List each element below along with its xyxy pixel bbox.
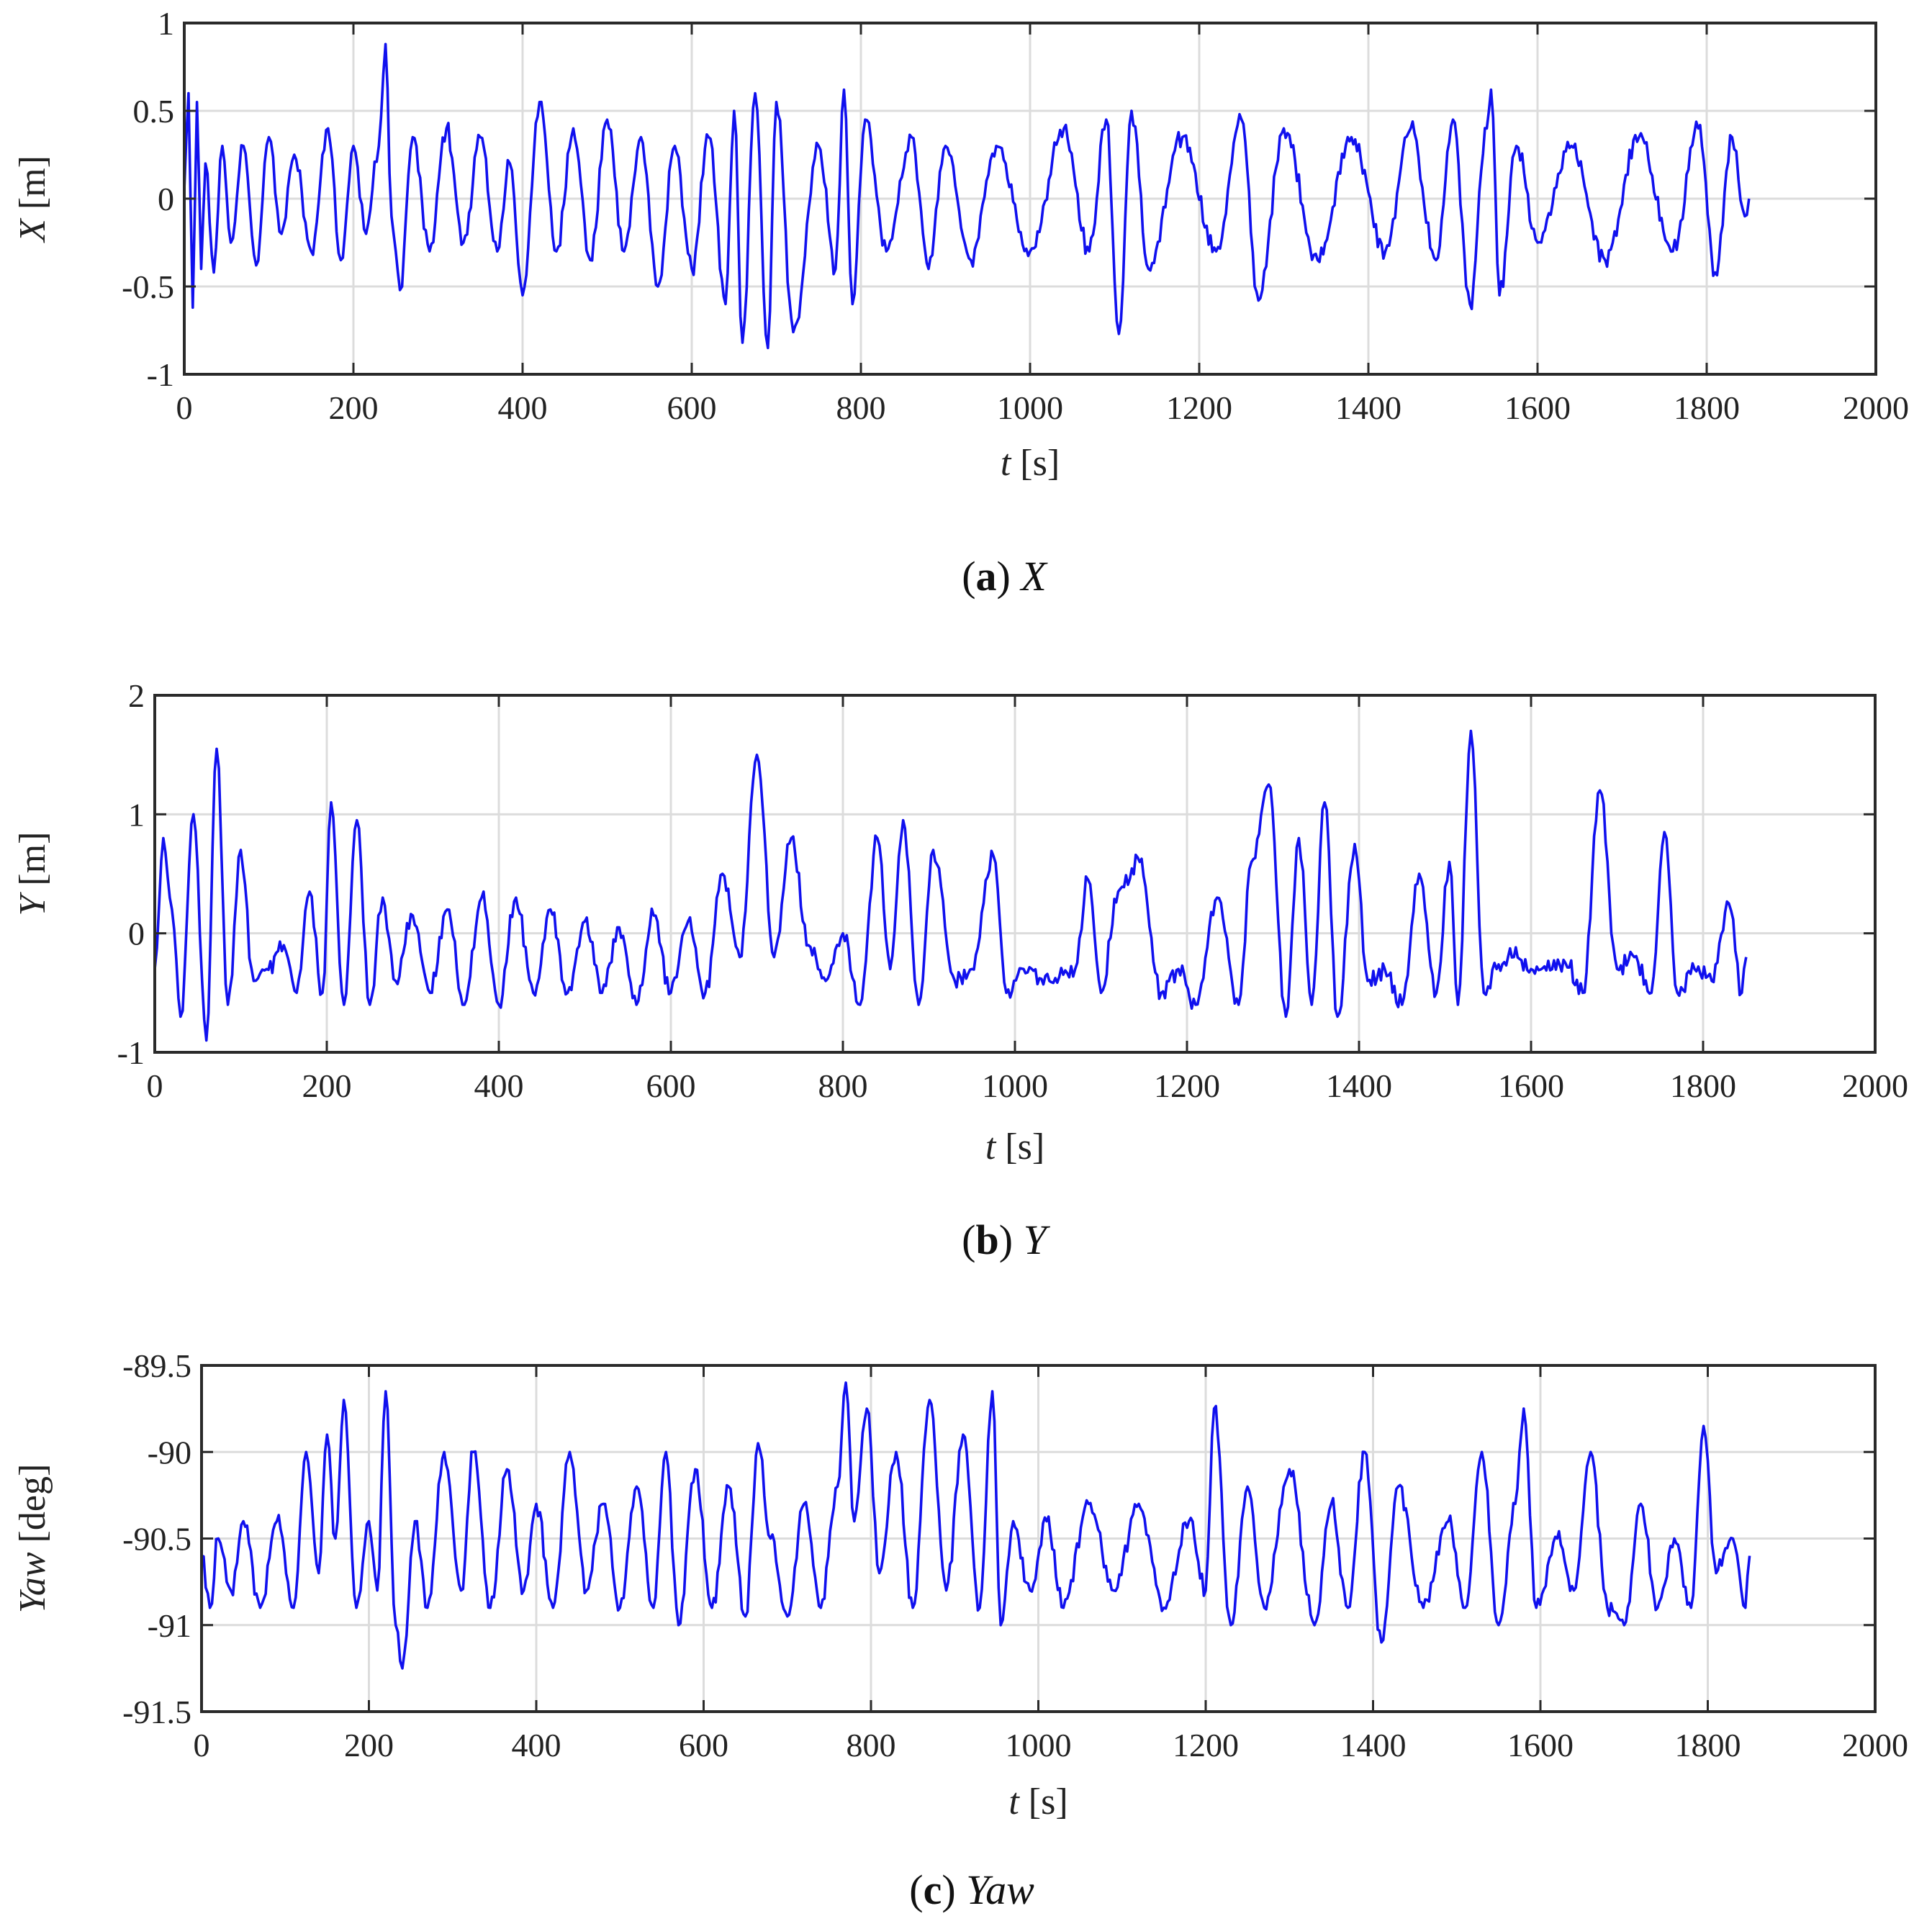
caption-letter: a: [976, 553, 997, 600]
y-tick-label: -1: [147, 356, 174, 393]
y-axis-unit: [deg]: [12, 1464, 53, 1543]
x-tick-label: 800: [818, 1067, 868, 1104]
x-tick-label: 1200: [1166, 389, 1232, 426]
x-tick-labels: 0 200 400 600 800 1000 1200 1400 1600 1800 2000: [176, 389, 1910, 426]
caption-symbol: Y: [1024, 1216, 1051, 1263]
x-axis-variable: t: [1001, 443, 1012, 484]
x-axis-variable: t: [985, 1126, 997, 1167]
x-axis-unit: [s]: [1005, 1126, 1044, 1167]
y-axis-variable: X: [12, 217, 53, 243]
x-axis-variable: t: [1008, 1781, 1020, 1822]
x-tick-label: 2000: [1843, 389, 1909, 426]
x-tick-label: 200: [329, 389, 379, 426]
grid-lines: [155, 695, 1875, 1052]
y-tick-label: 0: [128, 916, 145, 952]
tick-marks: [200, 1364, 1877, 1713]
subplot-caption: (c) Yaw: [909, 1866, 1034, 1913]
caption-letter: c: [924, 1866, 942, 1913]
x-tick-label: 2000: [1842, 1067, 1908, 1104]
x-tick-label: 200: [302, 1067, 352, 1104]
x-tick-label: 800: [847, 1727, 896, 1763]
y-axis-unit: [m]: [12, 155, 53, 209]
x-tick-label: 1800: [1670, 1067, 1736, 1104]
subplot-caption: (b) Y: [962, 1216, 1050, 1263]
y-tick-label: 0: [158, 181, 174, 217]
y-axis-unit: [m]: [12, 831, 53, 885]
series-layer: [201, 1381, 1751, 1670]
x-tick-label: 600: [667, 389, 717, 426]
x-tick-label: 1200: [1154, 1067, 1220, 1104]
x-tick-label: 400: [474, 1067, 524, 1104]
x-tick-label: 200: [344, 1727, 394, 1763]
x-tick-label: 0: [147, 1067, 163, 1104]
x-tick-label: 1200: [1173, 1727, 1239, 1763]
y-tick-label: -91: [148, 1607, 191, 1644]
x-tick-labels: 0 200 400 600 800 1000 1200 1400 1600 1800 2000: [147, 1067, 1909, 1104]
subplot-y: 0 200 400 600 800 1000 1200 1400 1600 1800 2000 2 1…: [12, 677, 1908, 1263]
y-tick-label: 1: [128, 796, 145, 833]
x-tick-label: 1000: [982, 1067, 1048, 1104]
x-tick-label: 1600: [1507, 1727, 1574, 1763]
x-tick-label: 0: [176, 389, 193, 426]
x-tick-label: 600: [646, 1067, 696, 1104]
y-tick-label: -90: [148, 1434, 191, 1471]
y-tick-label: -1: [117, 1034, 145, 1071]
x-axis-unit: [s]: [1029, 1781, 1068, 1822]
subplot-yaw: 0 200 400 600 800 1000 1200 1400 1600 1800 2000 -8…: [12, 1347, 1908, 1913]
y-tick-labels: -89.5 -90 -90.5 -91 -91.5: [122, 1347, 191, 1730]
x-tick-label: 1600: [1504, 389, 1571, 426]
y-tick-label: -90.5: [122, 1521, 191, 1558]
grid-lines: [202, 1365, 1875, 1712]
y-tick-labels: 1 0.5 0 -0.5 -1: [122, 5, 174, 393]
y-tick-label: -0.5: [122, 268, 174, 305]
x-tick-label: 1400: [1326, 1067, 1392, 1104]
x-tick-label: 600: [679, 1727, 728, 1763]
tick-marks: [183, 22, 1877, 376]
y-axis-variable: Y: [12, 892, 53, 916]
subplot-x: 0 200 400 600 800 1000 1200 1400 1600 1800 2000 1 0…: [12, 5, 1909, 600]
y-tick-label: 0.5: [133, 93, 175, 130]
x-tick-label: 400: [512, 1727, 561, 1763]
x-tick-label: 1000: [1006, 1727, 1072, 1763]
x-axis-unit: [s]: [1020, 443, 1060, 484]
series-line: [201, 1381, 1751, 1670]
caption-letter: b: [975, 1216, 998, 1263]
series-line: [153, 729, 1748, 1042]
x-axis-label: t [s]: [1008, 1781, 1067, 1822]
caption-symbol: X: [1019, 553, 1048, 600]
x-tick-label: 1400: [1340, 1727, 1407, 1763]
y-tick-labels: 2 1 0 -1: [117, 677, 145, 1071]
y-tick-label: 1: [158, 5, 174, 42]
series-layer: [183, 42, 1751, 350]
caption-symbol: Yaw: [966, 1866, 1034, 1913]
y-tick-label: 2: [128, 677, 145, 714]
y-tick-label: -91.5: [122, 1694, 191, 1730]
x-tick-label: 1400: [1335, 389, 1401, 426]
x-tick-label: 400: [498, 389, 548, 426]
subplot-caption: (a) X: [962, 553, 1048, 600]
x-tick-label: 2000: [1842, 1727, 1908, 1763]
x-tick-label: 1000: [997, 389, 1063, 426]
x-tick-label: 1600: [1498, 1067, 1564, 1104]
y-tick-label: -89.5: [122, 1347, 191, 1384]
y-axis-label: Y [m]: [12, 831, 53, 916]
y-axis-variable: Yaw: [12, 1552, 53, 1613]
series-layer: [153, 729, 1748, 1042]
x-tick-label: 800: [836, 389, 886, 426]
x-tick-label: 0: [194, 1727, 210, 1763]
y-axis-label: Yaw [deg]: [12, 1464, 53, 1614]
x-tick-labels: 0 200 400 600 800 1000 1200 1400 1600 1800 2000: [194, 1727, 1909, 1763]
series-line: [183, 42, 1751, 350]
tick-marks: [153, 694, 1877, 1054]
y-axis-label: X [m]: [12, 155, 53, 243]
x-axis-label: t [s]: [985, 1126, 1044, 1167]
x-tick-label: 1800: [1675, 1727, 1741, 1763]
x-axis-label: t [s]: [1001, 443, 1060, 484]
x-tick-label: 1800: [1674, 389, 1740, 426]
